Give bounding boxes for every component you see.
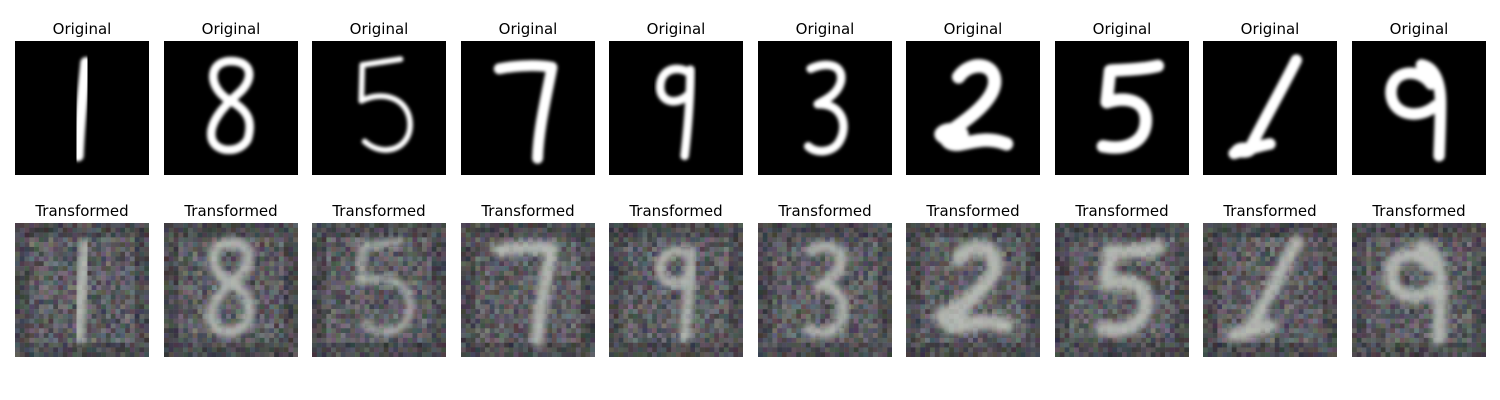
transformed-digit-image	[15, 223, 149, 357]
transformed-digit-image	[1352, 223, 1486, 357]
transformed-digit-image	[906, 223, 1040, 357]
digit-glyph	[934, 240, 1015, 335]
original-digit-image	[906, 41, 1040, 175]
panel-title: Original	[1240, 20, 1300, 38]
original-digit-image	[758, 41, 892, 175]
panel-title: Original	[498, 20, 558, 38]
digit-glyph	[655, 246, 696, 343]
digit-glyph	[934, 59, 1014, 152]
panel-title: Original	[646, 20, 706, 38]
noise-texture	[609, 223, 743, 357]
transformed-digit-image	[1055, 223, 1189, 357]
noise-texture	[1055, 223, 1189, 357]
original-digit-image	[312, 41, 446, 175]
panel-title: Original	[349, 20, 409, 38]
digit-glyph	[1385, 59, 1447, 162]
transformed-digit-image	[312, 223, 446, 357]
panel-title: Original	[201, 20, 261, 38]
digit-glyph	[655, 64, 695, 161]
panel-title: Transformed	[481, 202, 575, 220]
digit-glyph	[206, 238, 255, 337]
digit-glyph	[803, 242, 849, 339]
panel-title: Transformed	[778, 202, 872, 220]
digit-glyph	[1095, 240, 1166, 337]
digit-glyph	[1227, 235, 1303, 343]
noise-texture	[164, 223, 298, 357]
panel-title: Transformed	[35, 202, 129, 220]
digit-glyph	[493, 60, 558, 164]
digit-glyph	[72, 57, 92, 162]
digit-glyph	[1096, 59, 1165, 154]
panel-title: Transformed	[184, 202, 278, 220]
transformed-digit-image	[1203, 223, 1337, 357]
image-background	[609, 41, 743, 175]
transformed-digit-image	[461, 223, 595, 357]
panel-title: Transformed	[926, 202, 1020, 220]
transformed-digit-image	[609, 223, 743, 357]
original-digit-image	[15, 41, 149, 175]
digit-glyph	[358, 56, 413, 153]
transformed-digit-image	[164, 223, 298, 357]
digit-glyph	[492, 241, 559, 347]
noise-texture	[15, 223, 149, 357]
original-digit-image	[461, 41, 595, 175]
panel-title: Transformed	[1075, 202, 1169, 220]
digit-glyph	[1384, 240, 1448, 345]
panel-title: Original	[52, 20, 112, 38]
image-background	[1055, 41, 1189, 175]
panel-title: Transformed	[1372, 202, 1466, 220]
digit-glyph	[71, 238, 93, 345]
digit-glyph	[1228, 54, 1303, 160]
digit-glyph	[206, 56, 255, 155]
panel-title: Transformed	[629, 202, 723, 220]
original-digit-image	[609, 41, 743, 175]
digit-glyph	[803, 60, 848, 156]
panel-title: Original	[795, 20, 855, 38]
panel-title: Original	[943, 20, 1003, 38]
transformed-digit-image	[758, 223, 892, 357]
panel-title: Transformed	[332, 202, 426, 220]
original-digit-image	[1055, 41, 1189, 175]
original-digit-image	[1352, 41, 1486, 175]
original-digit-image	[164, 41, 298, 175]
panel-title: Original	[1092, 20, 1152, 38]
original-digit-image	[1203, 41, 1337, 175]
digit-glyph	[357, 237, 414, 336]
panel-title: Original	[1389, 20, 1449, 38]
noise-texture	[312, 223, 446, 357]
panel-title: Transformed	[1223, 202, 1317, 220]
